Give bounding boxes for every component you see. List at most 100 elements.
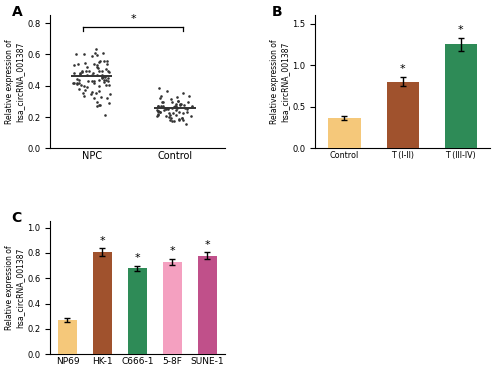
Point [72,81,80,87]
Point [80,50,88,57]
Point [154,108,162,114]
Point [174,97,182,104]
Point [154,108,162,114]
Point [176,100,184,107]
Point [154,111,162,117]
Point [96,102,104,109]
Text: B: B [272,5,282,19]
Point [180,105,188,111]
Point [154,112,162,118]
Point [90,80,98,87]
Point [100,58,108,64]
Point [170,104,178,110]
Point [88,89,96,95]
Point [188,113,196,119]
Point [90,78,98,84]
Point [179,90,187,96]
Text: *: * [130,14,136,24]
Point [90,94,98,100]
Y-axis label: Relative expression of
hsa_circRNA_001387: Relative expression of hsa_circRNA_00138… [270,40,290,124]
Point [172,103,179,109]
Text: *: * [170,246,175,256]
Point [168,105,176,111]
Point [84,78,92,84]
Point [156,109,164,116]
Point [80,83,88,89]
Point [174,98,182,104]
Bar [93,252,112,354]
Point [96,88,104,94]
Point [93,64,101,70]
Point [102,77,110,83]
Point [172,101,180,107]
Point [158,99,166,105]
Point [183,105,191,112]
Y-axis label: Relative expression of
hsa_circRNA_001387: Relative expression of hsa_circRNA_00138… [5,246,24,330]
Point [102,61,110,67]
Point [70,80,78,86]
Point [156,109,164,115]
Point [100,79,108,85]
Point [106,91,114,97]
Point [104,69,112,75]
Point [172,104,180,110]
Text: *: * [100,236,105,246]
Point [162,113,170,119]
Point [101,112,109,118]
Bar [445,44,477,148]
Point [172,103,179,109]
Point [188,103,196,109]
Point [170,104,177,110]
Point [159,99,167,105]
Point [168,96,175,102]
Point [154,103,162,109]
Text: *: * [400,64,406,74]
Point [78,68,86,74]
Bar [386,82,418,148]
Point [94,72,102,79]
Point [95,68,103,74]
Point [163,105,171,111]
Point [162,87,170,94]
Point [105,82,113,89]
Point [160,107,168,114]
Point [153,113,161,119]
Point [82,72,90,78]
Point [88,53,96,59]
Point [70,70,78,77]
Point [159,103,167,109]
Point [180,102,188,108]
Point [78,82,86,88]
Point [93,99,101,105]
Point [175,109,183,116]
Point [156,93,164,99]
Point [85,68,93,74]
Point [175,117,183,123]
Point [88,72,96,78]
Point [156,85,164,92]
Point [182,121,190,127]
Point [93,103,101,109]
Bar [128,268,147,354]
Point [99,50,107,56]
Point [79,90,87,97]
Point [81,87,89,93]
Point [75,80,83,86]
Text: *: * [134,253,140,263]
Point [166,114,173,120]
Point [178,116,186,122]
Point [76,71,84,77]
Point [168,118,176,124]
Point [166,112,174,118]
Point [98,72,106,78]
Point [154,107,162,113]
Point [96,59,104,65]
Point [168,99,176,105]
Point [76,70,84,76]
Point [88,91,96,97]
Point [185,93,193,99]
Bar [328,118,360,148]
Point [98,74,106,80]
Point [94,102,102,108]
Point [188,104,196,110]
